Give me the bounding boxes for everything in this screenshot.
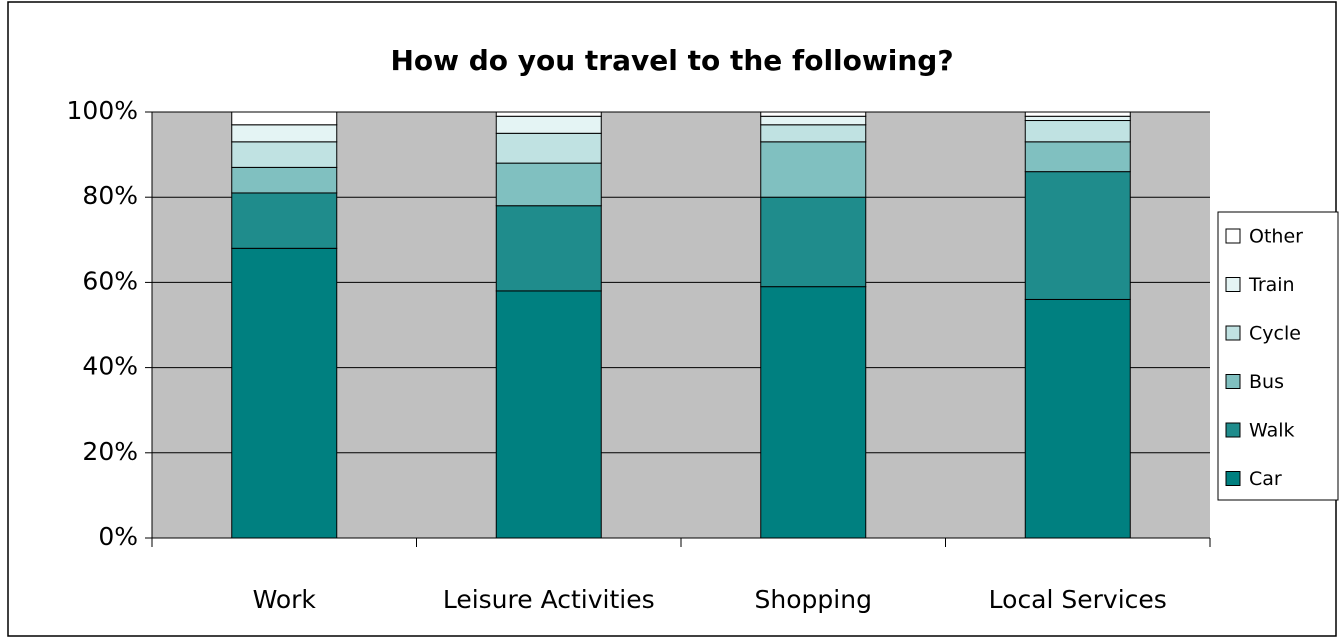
- y-tick-label: 40%: [82, 352, 138, 381]
- bar-segment: [231, 166, 338, 194]
- bar-segment: [231, 124, 338, 143]
- x-tick-label: Shopping: [755, 585, 872, 614]
- bar-segment: [1024, 120, 1131, 143]
- bar-segment: [760, 141, 867, 198]
- bar-segment: [495, 290, 602, 539]
- x-tick-label: Work: [253, 585, 317, 614]
- legend-swatch: [1225, 228, 1241, 244]
- x-tick-label: Leisure Activities: [443, 585, 655, 614]
- bar-segment: [760, 115, 867, 126]
- y-tick-label: 80%: [82, 181, 138, 210]
- x-tick-label: Local Services: [989, 585, 1167, 614]
- legend-label: Car: [1249, 468, 1282, 490]
- bar-segment: [231, 111, 338, 126]
- chart-title: How do you travel to the following?: [390, 44, 953, 77]
- legend-box: [1217, 211, 1339, 501]
- legend-label: Cycle: [1249, 323, 1301, 345]
- y-tick-label: 20%: [82, 437, 138, 466]
- bar-segment: [1024, 298, 1131, 539]
- bar-segment: [231, 141, 338, 168]
- bar-segment: [1024, 141, 1131, 173]
- legend-label: Walk: [1249, 420, 1295, 442]
- bar-segment: [1024, 115, 1131, 122]
- bar-segment: [760, 124, 867, 143]
- bar-segment: [495, 162, 602, 207]
- y-tick-label: 100%: [67, 96, 138, 125]
- legend-label: Train: [1248, 274, 1295, 296]
- bar-segment: [1024, 111, 1131, 117]
- legend-swatch: [1225, 277, 1241, 292]
- legend-swatch: [1225, 422, 1241, 438]
- bar-segment: [231, 192, 338, 249]
- legend-swatch: [1225, 325, 1241, 341]
- bar-segment: [760, 111, 867, 117]
- bar-segment: [495, 111, 602, 117]
- bar-segment: [495, 205, 602, 292]
- y-tick-label: 0%: [98, 522, 138, 551]
- y-tick-label: 60%: [82, 266, 138, 295]
- legend-label: Bus: [1249, 371, 1284, 393]
- bar-segment: [760, 196, 867, 288]
- bar-segment: [495, 132, 602, 164]
- bar-segment: [495, 115, 602, 134]
- bar-segment: [760, 286, 867, 539]
- legend-swatch: [1225, 374, 1241, 389]
- bar-segment: [1024, 171, 1131, 300]
- legend-label: Other: [1249, 226, 1303, 248]
- legend-swatch: [1225, 471, 1241, 486]
- bar-segment: [231, 247, 338, 539]
